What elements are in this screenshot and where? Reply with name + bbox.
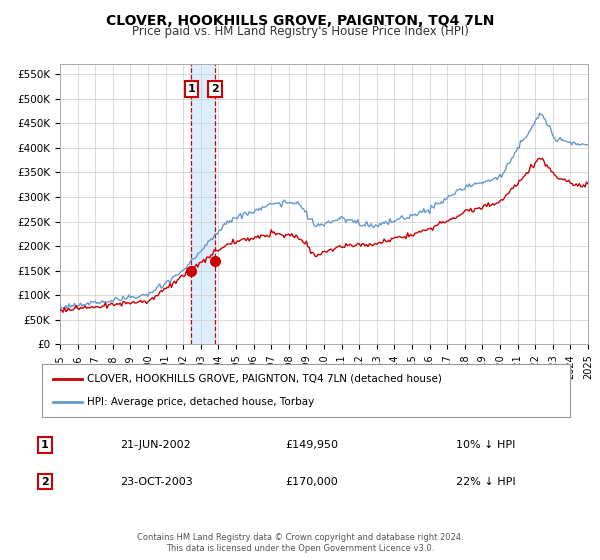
Text: HPI: Average price, detached house, Torbay: HPI: Average price, detached house, Torb…	[87, 397, 314, 407]
Text: CLOVER, HOOKHILLS GROVE, PAIGNTON, TQ4 7LN (detached house): CLOVER, HOOKHILLS GROVE, PAIGNTON, TQ4 7…	[87, 374, 442, 384]
Text: 22% ↓ HPI: 22% ↓ HPI	[456, 477, 515, 487]
Text: 2: 2	[41, 477, 49, 487]
Text: Contains HM Land Registry data © Crown copyright and database right 2024.: Contains HM Land Registry data © Crown c…	[137, 533, 463, 542]
Bar	[191, 64, 215, 344]
Text: £170,000: £170,000	[286, 477, 338, 487]
Text: CLOVER, HOOKHILLS GROVE, PAIGNTON, TQ4 7LN: CLOVER, HOOKHILLS GROVE, PAIGNTON, TQ4 7…	[106, 14, 494, 28]
Text: 1: 1	[188, 84, 196, 94]
Text: 10% ↓ HPI: 10% ↓ HPI	[456, 440, 515, 450]
Text: £149,950: £149,950	[286, 440, 338, 450]
Text: 23-OCT-2003: 23-OCT-2003	[120, 477, 193, 487]
Text: 2: 2	[211, 84, 219, 94]
Text: This data is licensed under the Open Government Licence v3.0.: This data is licensed under the Open Gov…	[166, 544, 434, 553]
Text: 1: 1	[41, 440, 49, 450]
Text: Price paid vs. HM Land Registry's House Price Index (HPI): Price paid vs. HM Land Registry's House …	[131, 25, 469, 38]
Text: 21-JUN-2002: 21-JUN-2002	[120, 440, 191, 450]
